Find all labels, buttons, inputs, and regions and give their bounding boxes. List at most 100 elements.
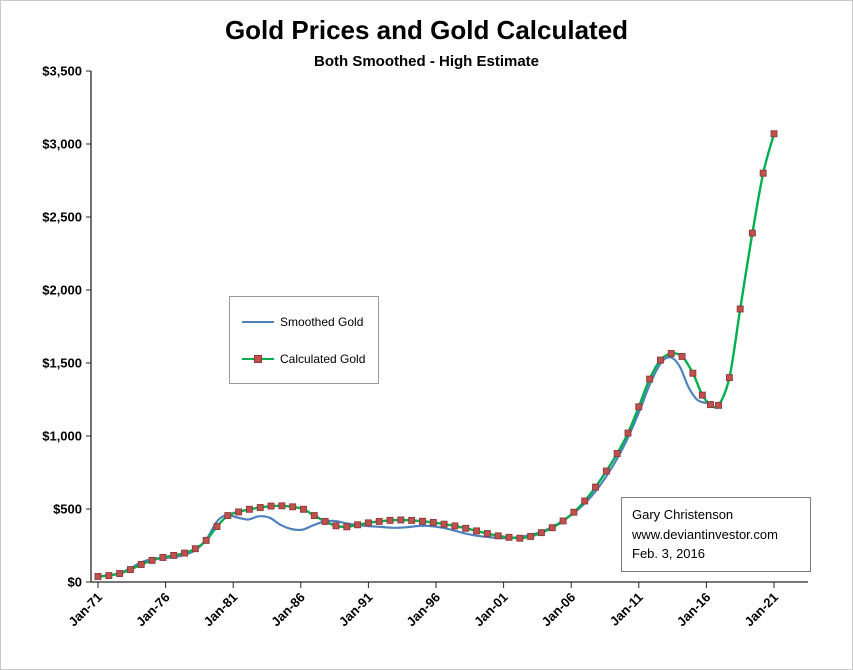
- calculated-gold-marker: [310, 512, 318, 520]
- calculated-gold-marker: [148, 556, 156, 564]
- calculated-gold-marker: [429, 518, 437, 526]
- annotation-website: www.deviantinvestor.com: [632, 526, 778, 542]
- annotation-box: Gary Christenson www.deviantinvestor.com…: [621, 497, 811, 572]
- legend-item-smoothed-gold: Smoothed Gold: [242, 315, 372, 329]
- annotation-author: Gary Christenson: [632, 507, 734, 522]
- calculated-gold-marker: [94, 573, 102, 580]
- y-tick-label: $2,500: [42, 210, 82, 225]
- calculated-gold-marker: [159, 554, 167, 561]
- calculated-gold-marker: [527, 532, 535, 540]
- calculated-gold-marker: [375, 517, 383, 525]
- calculated-gold-marker: [483, 530, 491, 537]
- calculated-gold-marker: [494, 532, 502, 540]
- calculated-gold-marker: [440, 520, 448, 528]
- calculated-gold-marker: [267, 502, 275, 510]
- calculated-gold-marker: [646, 375, 654, 383]
- calculated-gold-marker: [181, 549, 188, 557]
- x-tick-label: Jan-81: [201, 590, 241, 630]
- calculated-gold-marker: [397, 516, 405, 524]
- calculated-gold-marker: [105, 572, 113, 580]
- x-tick-label: Jan-91: [336, 590, 376, 630]
- calculated-gold-marker: [364, 519, 372, 527]
- calculated-gold-marker: [386, 516, 394, 524]
- x-tick-label: Jan-11: [607, 590, 646, 629]
- calculated-gold-marker: [126, 566, 134, 574]
- calculated-gold-line-sample: [242, 353, 274, 365]
- calculated-gold-marker: [570, 508, 578, 516]
- calculated-gold-marker: [419, 517, 426, 525]
- x-tick-label: Jan-06: [539, 590, 579, 630]
- calculated-gold-marker: [759, 169, 767, 177]
- annotation-date: Feb. 3, 2016: [632, 546, 705, 561]
- calculated-gold-marker: [408, 516, 416, 524]
- y-tick-label: $2,000: [42, 283, 82, 298]
- x-tick-label: Jan-01: [471, 590, 511, 630]
- x-tick-label: Jan-96: [403, 590, 443, 630]
- calculated-gold-marker: [613, 450, 621, 457]
- calculated-gold-marker: [235, 508, 243, 516]
- calculated-gold-marker: [278, 502, 286, 510]
- legend-label-smoothed-gold: Smoothed Gold: [280, 314, 364, 329]
- legend-item-calculated-gold: Calculated Gold: [242, 352, 372, 366]
- calculated-gold-marker: [748, 229, 756, 237]
- calculated-gold-marker: [592, 483, 599, 491]
- y-tick-label: $1,500: [42, 356, 82, 371]
- calculated-gold-marker: [656, 356, 664, 364]
- y-tick-label: $500: [53, 502, 82, 517]
- calculated-gold-marker: [736, 305, 744, 313]
- calculated-gold-marker: [548, 524, 556, 532]
- x-tick-label: Jan-71: [65, 590, 105, 630]
- y-tick-label: $3,500: [42, 64, 82, 79]
- calculated-gold-marker: [137, 561, 145, 568]
- calculated-gold-marker: [624, 429, 632, 437]
- x-tick-label: Jan-86: [268, 590, 308, 630]
- calculated-gold-marker: [505, 533, 513, 541]
- calculated-gold-marker: [289, 503, 297, 511]
- calculated-gold-marker: [170, 551, 178, 559]
- y-tick-label: $3,000: [42, 137, 82, 152]
- legend-label-calculated-gold: Calculated Gold: [280, 351, 366, 366]
- chart-title: Gold Prices and Gold Calculated: [224, 15, 629, 45]
- calculated-gold-marker: [224, 512, 232, 520]
- calculated-gold-marker: [715, 401, 723, 409]
- calculated-gold-marker: [678, 352, 686, 360]
- calculated-gold-marker: [725, 374, 733, 382]
- calculated-gold-marker: [516, 534, 524, 542]
- x-tick-label: Jan-21: [741, 590, 781, 630]
- calculated-gold-marker: [451, 522, 459, 530]
- calculated-gold-marker: [354, 521, 362, 529]
- calculated-gold-marker: [538, 529, 545, 537]
- calculated-gold-marker: [559, 517, 567, 525]
- calculated-gold-marker: [698, 391, 706, 399]
- chart-subtitle: Both Smoothed - High Estimate: [314, 53, 539, 70]
- calculated-gold-marker: [332, 522, 340, 530]
- calculated-gold-marker: [581, 497, 589, 505]
- legend: Smoothed Gold Calculated Gold: [229, 296, 379, 384]
- calculated-gold-marker: [462, 524, 470, 532]
- square-marker-icon: [254, 354, 262, 363]
- x-tick-label: Jan-16: [674, 590, 714, 630]
- calculated-gold-marker: [343, 523, 351, 531]
- calculated-gold-marker: [689, 369, 697, 377]
- calculated-gold-marker: [602, 467, 610, 475]
- y-tick-label: $1,000: [42, 429, 82, 444]
- calculated-gold-marker: [245, 505, 253, 513]
- calculated-gold-marker: [707, 401, 714, 409]
- y-tick-label: $0: [68, 575, 82, 590]
- calculated-gold-marker: [191, 545, 199, 553]
- calculated-gold-marker: [256, 504, 264, 511]
- calculated-gold-marker: [213, 523, 221, 530]
- calculated-gold-marker: [667, 350, 675, 357]
- calculated-gold-marker: [321, 517, 329, 525]
- calculated-gold-marker: [473, 527, 481, 535]
- calculated-gold-marker: [202, 536, 210, 544]
- calculated-gold-marker: [116, 570, 124, 577]
- x-tick-label: Jan-76: [133, 590, 173, 630]
- calculated-gold-marker: [770, 130, 778, 138]
- calculated-gold-marker: [300, 505, 307, 513]
- smoothed-gold-line: [96, 356, 713, 578]
- calculated-gold-marker: [635, 403, 643, 411]
- smoothed-gold-line-sample: [242, 316, 274, 328]
